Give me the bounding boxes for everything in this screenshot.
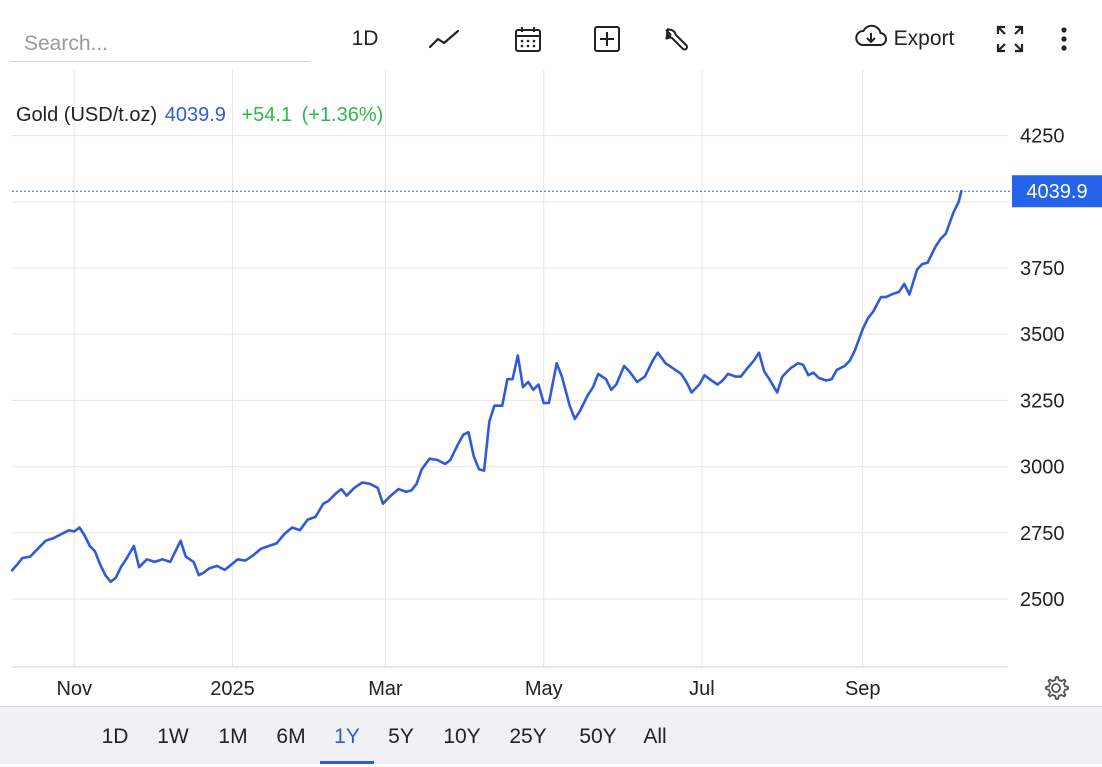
legend-price: 4039.9 (164, 104, 226, 126)
export-button[interactable]: Export (848, 20, 960, 58)
y-tick-label: 4250 (1020, 126, 1065, 148)
y-tick-label: 2500 (1020, 589, 1065, 611)
x-tick-label: Nov (56, 678, 92, 700)
price-chart[interactable]: 2500 2750 3000 3250 3500 3750 4250 Nov 2025 Mar Ma… (0, 0, 1102, 706)
range-button-10y[interactable]: 10Y (443, 725, 481, 748)
export-label: Export (893, 27, 955, 50)
x-tick-label: Sep (845, 678, 881, 700)
range-button-all[interactable]: All (643, 725, 667, 748)
range-button-25y[interactable]: 25Y (509, 725, 547, 748)
wrench-icon[interactable] (654, 20, 698, 58)
x-tick-label: 2025 (210, 678, 255, 700)
range-button-1d[interactable]: 1D (101, 725, 129, 748)
legend-change-pct: (+1.36%) (301, 104, 384, 126)
x-tick-label: May (525, 678, 563, 700)
range-selector: 1D 1W 1M 6M 1Y 5Y 10Y 25Y 50Y All (0, 706, 1102, 764)
plus-box-icon[interactable] (585, 20, 629, 58)
range-button-1y[interactable]: 1Y (320, 707, 374, 764)
fullscreen-icon[interactable] (990, 20, 1030, 58)
instrument-name: Gold (USD/t.oz) (16, 104, 158, 126)
interval-button[interactable]: 1D (351, 27, 379, 50)
range-button-1m[interactable]: 1M (218, 725, 248, 748)
calendar-icon[interactable] (506, 20, 550, 58)
toolbar: 1D (0, 0, 1102, 70)
line-chart-icon[interactable] (422, 20, 466, 58)
settings-gear-icon[interactable] (1042, 674, 1070, 702)
y-tick-label: 3750 (1020, 258, 1065, 280)
last-price-tag (1012, 175, 1102, 208)
range-button-6m[interactable]: 6M (276, 725, 306, 748)
range-button-50y[interactable]: 50Y (579, 725, 617, 748)
range-button-1w[interactable]: 1W (157, 725, 189, 748)
y-tick-label: 2750 (1020, 523, 1065, 545)
cloud-download-icon (854, 23, 888, 55)
gold-price-line (10, 189, 963, 584)
x-tick-label: Jul (689, 678, 715, 700)
range-button-5y[interactable]: 5Y (388, 725, 414, 748)
y-tick-label: 3000 (1020, 457, 1065, 479)
y-tick-label: 3250 (1020, 390, 1065, 412)
search-input[interactable] (10, 26, 310, 62)
y-tick-label: 3500 (1020, 324, 1065, 346)
chart-legend: Gold (USD/t.oz) 4039.9 +54.1 (+1.36%) (16, 104, 383, 127)
last-price-tag-label: 4039.9 (1026, 181, 1087, 203)
x-tick-label: Mar (368, 678, 403, 700)
legend-change: +54.1 (241, 104, 293, 126)
more-vertical-icon[interactable] (1050, 20, 1078, 58)
